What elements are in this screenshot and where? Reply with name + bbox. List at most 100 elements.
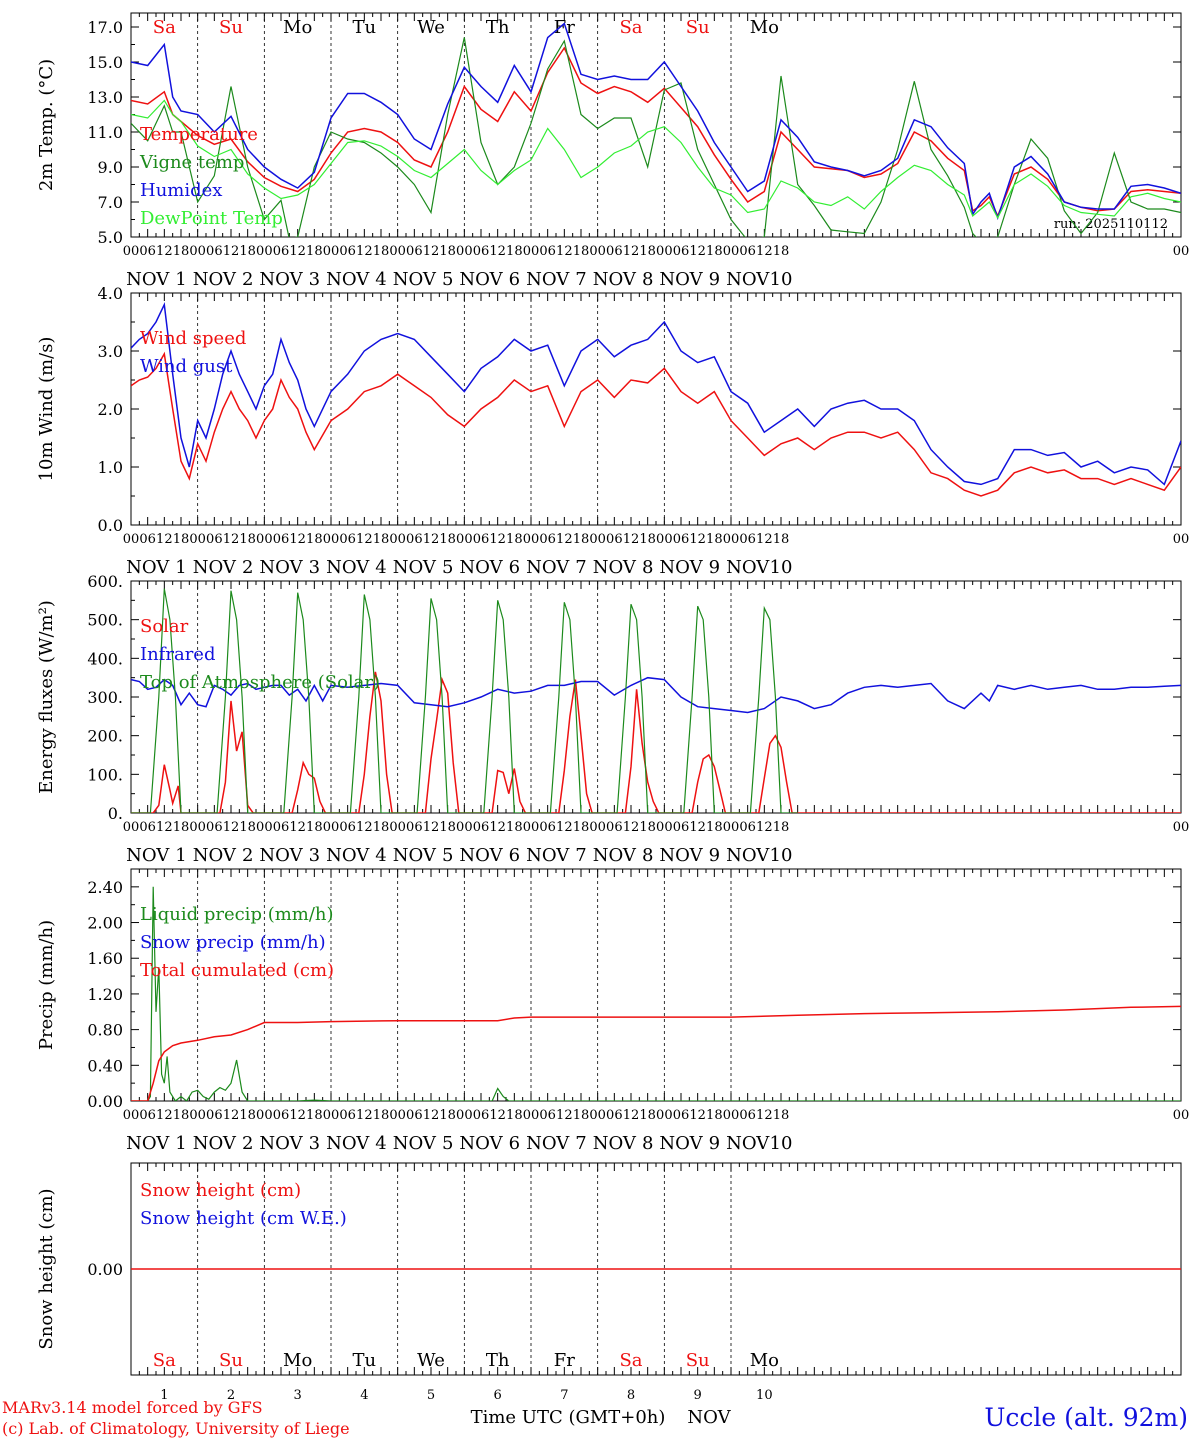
hour-tick-label: 06 xyxy=(139,244,156,259)
hour-tick-label: 00 xyxy=(723,820,740,835)
date-month-label: NOV xyxy=(726,557,770,578)
hour-tick-label: 00 xyxy=(723,244,740,259)
date-day-label: 6 xyxy=(509,1133,520,1154)
hour-tick-label: 06 xyxy=(673,1108,690,1123)
hour-tick-label: 18 xyxy=(173,244,190,259)
weekday-label-bottom: Mo xyxy=(750,1350,779,1371)
hour-tick-label: 12 xyxy=(156,244,173,259)
panel-3-y-tick-label: 1.20 xyxy=(87,985,123,1004)
hour-tick-label: 00 xyxy=(1173,244,1190,259)
date-month-label: NOV xyxy=(659,557,703,578)
legend-humidex: Humidex xyxy=(140,180,222,201)
hour-tick-label: 06 xyxy=(139,1108,156,1123)
date-month-label: NOV xyxy=(459,557,503,578)
hour-tick-label: 12 xyxy=(556,244,573,259)
date-day-label: 7 xyxy=(575,557,586,578)
bottom-day-number: 5 xyxy=(427,1388,435,1403)
hour-tick-label: 00 xyxy=(256,532,273,547)
date-day-label: 3 xyxy=(309,557,320,578)
panel-1-frame xyxy=(130,292,1182,526)
bottom-day-number: 4 xyxy=(360,1388,368,1403)
date-month-label: NOV xyxy=(193,269,237,290)
date-month-label: NOV xyxy=(393,557,437,578)
hour-tick-label: 00 xyxy=(456,820,473,835)
series-top-of-atmosphere-solar- xyxy=(131,588,798,813)
hour-tick-label: 18 xyxy=(639,1108,656,1123)
weekday-label-top: Mo xyxy=(750,17,779,38)
hour-tick-label: 18 xyxy=(573,1108,590,1123)
hour-tick-label: 12 xyxy=(623,532,640,547)
hour-tick-label: 12 xyxy=(356,244,373,259)
hour-tick-label: 12 xyxy=(623,1108,640,1123)
panel-3-y-tick-label: 2.40 xyxy=(87,878,123,897)
date-month-label: NOV xyxy=(259,557,303,578)
hour-tick-label: 06 xyxy=(206,532,223,547)
weekday-label-bottom: Sa xyxy=(153,1350,176,1371)
panel-2-y-tick-label: 600. xyxy=(87,572,123,591)
hour-tick-label: 12 xyxy=(289,532,306,547)
hour-tick-label: 00 xyxy=(323,244,340,259)
hour-tick-label: 12 xyxy=(423,1108,440,1123)
bottom-day-number: 2 xyxy=(227,1388,235,1403)
panel-0-y-tick-label: 13.0 xyxy=(87,88,123,107)
hour-tick-label: 18 xyxy=(439,820,456,835)
date-day-label: 3 xyxy=(309,269,320,290)
date-day-label: 6 xyxy=(509,557,520,578)
hour-tick-label: 12 xyxy=(356,532,373,547)
hour-tick-label: 12 xyxy=(156,820,173,835)
date-day-label: 9 xyxy=(709,845,720,866)
hour-tick-label: 18 xyxy=(573,244,590,259)
hour-tick-label: 00 xyxy=(1173,820,1190,835)
hour-tick-label: 06 xyxy=(206,1108,223,1123)
hour-tick-label: 00 xyxy=(456,1108,473,1123)
date-day-label: 8 xyxy=(642,1133,653,1154)
hour-tick-label: 00 xyxy=(456,244,473,259)
hour-tick-label: 12 xyxy=(689,1108,706,1123)
date-day-label: 4 xyxy=(375,269,386,290)
hour-tick-label: 18 xyxy=(506,820,523,835)
hour-tick-label: 12 xyxy=(489,820,506,835)
date-month-label: NOV xyxy=(126,269,170,290)
hour-tick-label: 00 xyxy=(189,820,206,835)
date-day-label: 10 xyxy=(770,1133,793,1154)
date-month-label: NOV xyxy=(259,845,303,866)
hour-tick-label: 06 xyxy=(339,244,356,259)
date-month-label: NOV xyxy=(326,1133,370,1154)
hour-tick-label: 06 xyxy=(539,820,556,835)
panel-3-y-tick-label: 0.00 xyxy=(87,1092,123,1111)
hour-tick-label: 06 xyxy=(539,532,556,547)
panel-2-y-tick-label: 500. xyxy=(87,611,123,630)
date-month-label: NOV xyxy=(393,845,437,866)
series-infrared xyxy=(131,676,1181,714)
legend-wind-gust: Wind gust xyxy=(140,356,233,377)
hour-tick-label: 18 xyxy=(173,820,190,835)
date-month-label: NOV xyxy=(326,845,370,866)
hour-tick-label: 00 xyxy=(123,1108,140,1123)
hour-tick-label: 18 xyxy=(306,1108,323,1123)
weekday-label-top: Sa xyxy=(153,17,176,38)
panel-1-y-tick-label: 3.0 xyxy=(98,342,123,361)
date-month-label: NOV xyxy=(593,1133,637,1154)
hour-tick-label: 12 xyxy=(623,244,640,259)
date-month-label: NOV xyxy=(726,1133,770,1154)
panel-1-y-axis-label: 10m Wind (m/s) xyxy=(36,337,57,482)
date-day-label: 2 xyxy=(242,557,253,578)
weekday-label-top: Tu xyxy=(353,17,377,38)
hour-tick-label: 00 xyxy=(323,820,340,835)
hour-tick-label: 06 xyxy=(406,532,423,547)
weekday-label-bottom: Mo xyxy=(283,1350,312,1371)
hour-tick-label: 18 xyxy=(573,532,590,547)
date-day-label: 8 xyxy=(642,845,653,866)
date-day-label: 4 xyxy=(375,557,386,578)
hour-tick-label: 18 xyxy=(773,1108,790,1123)
hour-tick-label: 00 xyxy=(523,820,540,835)
date-month-label: NOV xyxy=(459,845,503,866)
hour-tick-label: 18 xyxy=(439,532,456,547)
panel-4-y-tick-label: 0.00 xyxy=(87,1260,123,1279)
weekday-label-top: Fr xyxy=(554,17,575,38)
hour-tick-label: 06 xyxy=(273,1108,290,1123)
hour-tick-label: 18 xyxy=(773,820,790,835)
date-month-label: NOV xyxy=(726,845,770,866)
hour-tick-label: 12 xyxy=(689,244,706,259)
hour-tick-label: 18 xyxy=(173,532,190,547)
